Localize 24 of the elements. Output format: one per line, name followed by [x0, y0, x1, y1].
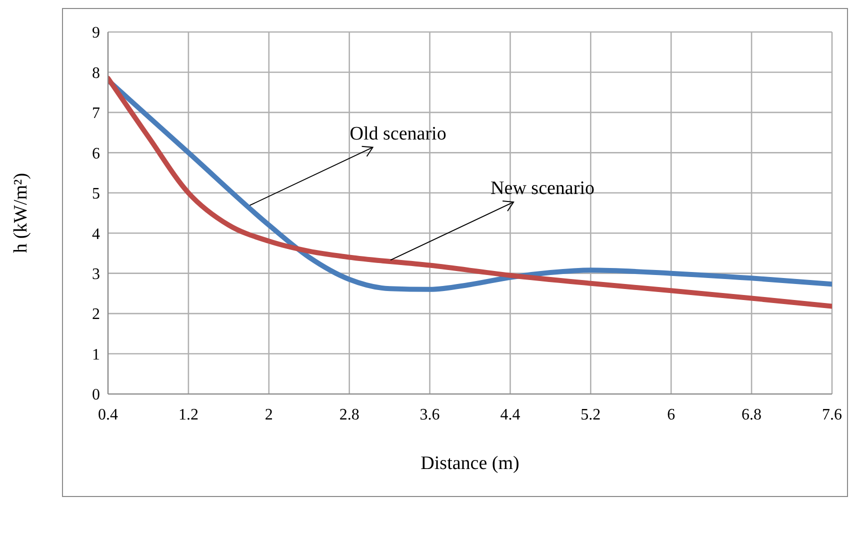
annotation: Old scenario — [350, 123, 446, 144]
y-tick-label: 8 — [92, 64, 100, 82]
y-tick-label: 7 — [92, 105, 100, 122]
y-axis-title: h (kW/m²) — [10, 172, 32, 254]
x-tick-label: 6.8 — [742, 406, 762, 424]
y-tick-label: 9 — [92, 24, 100, 42]
x-tick-label: 4.4 — [500, 406, 520, 424]
y-tick-label: 0 — [92, 386, 100, 404]
x-axis-title: Distance (m) — [420, 453, 520, 474]
y-tick-label: 1 — [92, 346, 100, 364]
y-tick-label: 4 — [92, 226, 100, 243]
x-tick-label: 7.6 — [822, 406, 842, 424]
y-tick-label: 6 — [92, 145, 100, 162]
annotation: New scenario — [490, 178, 594, 200]
x-tick-label: 0.4 — [98, 406, 118, 424]
x-tick-label: 3.6 — [420, 406, 440, 424]
x-tick-label: 2.8 — [339, 406, 360, 424]
x-tick-label: 2 — [264, 406, 273, 424]
y-tick-label: 5 — [92, 186, 100, 203]
x-tick-label: 6 — [667, 406, 676, 424]
y-tick-label: 2 — [92, 306, 100, 324]
y-tick-label: 3 — [92, 266, 100, 284]
x-tick-label: 1.2 — [178, 406, 198, 424]
x-tick-label: 5.2 — [580, 406, 601, 424]
